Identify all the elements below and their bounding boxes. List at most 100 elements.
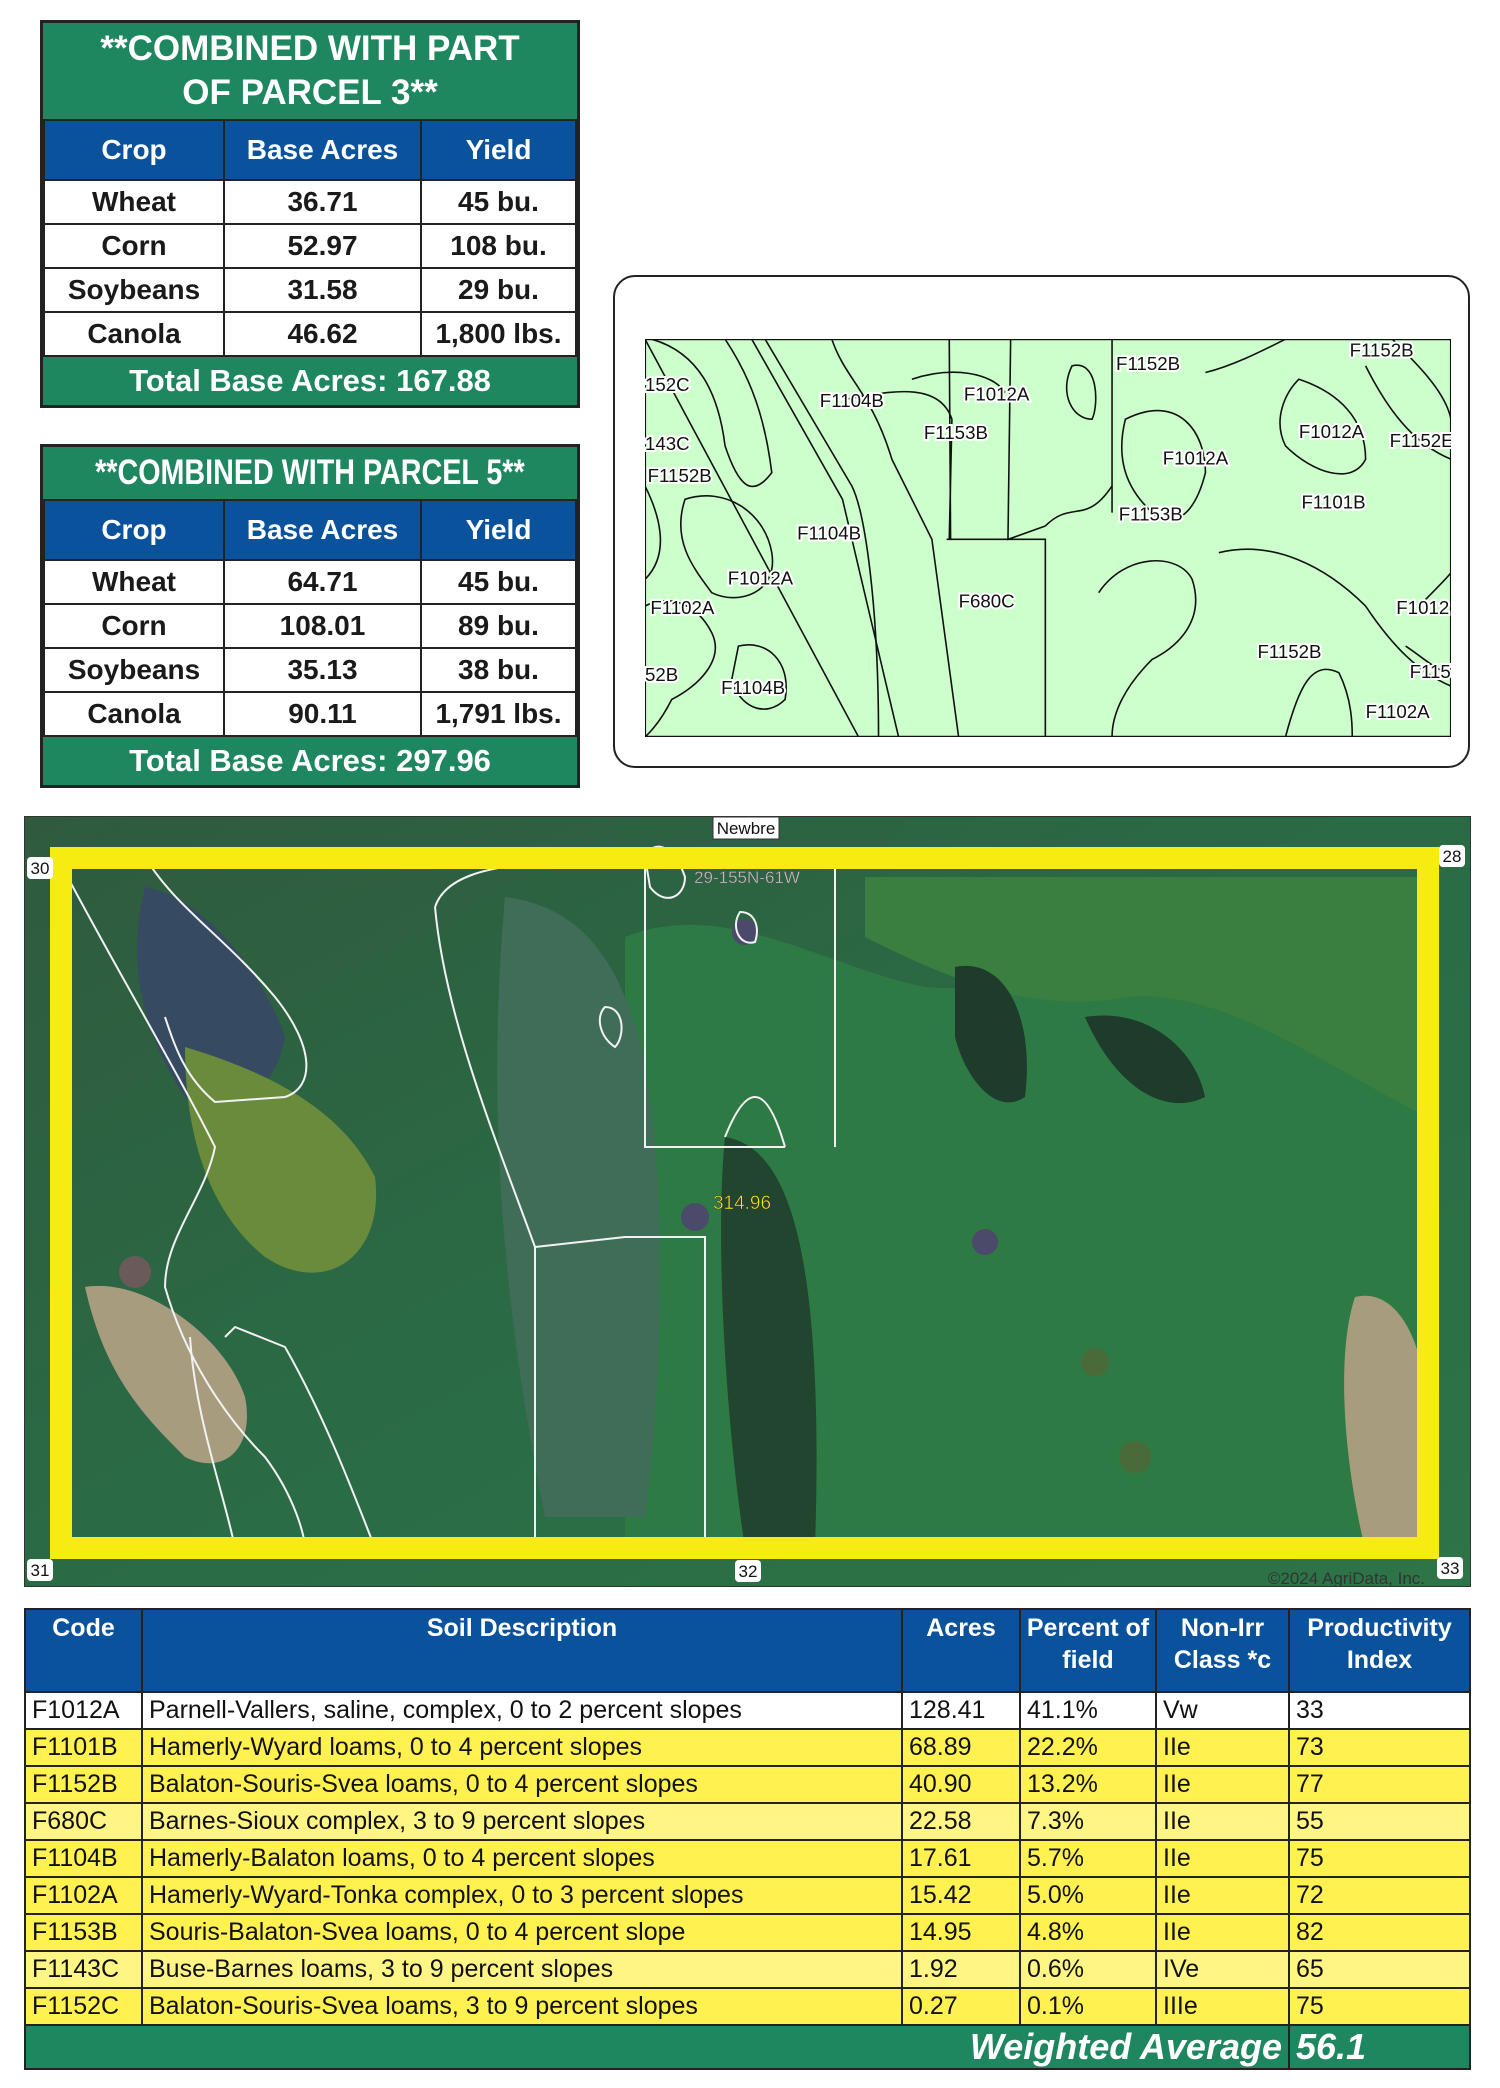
section-number: 32 xyxy=(739,1562,758,1581)
code-cell: F1152B xyxy=(24,1765,143,1804)
productivity-cell: 73 xyxy=(1288,1728,1471,1767)
header-productivity-index: Productivity Index xyxy=(1288,1608,1471,1693)
table-row: F1104B Hamerly-Balaton loams, 0 to 4 perc… xyxy=(24,1839,1471,1878)
soil-table: Code Soil Description Acres Percent of f… xyxy=(24,1608,1471,2070)
yield-cell: 1,791 lbs. xyxy=(420,691,577,737)
crop-cell: Soybeans xyxy=(43,267,225,313)
class-cell: IIe xyxy=(1155,1728,1290,1767)
header-row: Crop Base Acres Yield xyxy=(43,119,577,181)
header-non-irr-class: Non-Irr Class *c xyxy=(1155,1608,1290,1693)
section-label: 29-155N-61W xyxy=(694,868,800,887)
soil-unit-label: F1012A xyxy=(1299,421,1365,442)
soil-unit-label: F1153B xyxy=(1119,504,1183,525)
crop-cell: Corn xyxy=(43,603,225,649)
acres-cell: 0.27 xyxy=(901,1987,1021,2026)
soil-unit-label: F680C xyxy=(959,590,1015,611)
header-base-acres: Base Acres xyxy=(223,119,422,181)
code-cell: F1101B xyxy=(24,1728,143,1767)
header-percent-of-field: Percent of field xyxy=(1019,1608,1157,1693)
percent-cell: 7.3% xyxy=(1019,1802,1157,1841)
soil-map-area xyxy=(645,339,1451,737)
table-title: **COMBINED WITH PART OF PARCEL 3** xyxy=(43,23,577,119)
weighted-average-row: Weighted Average 56.1 xyxy=(24,2024,1471,2070)
description-cell: Hamerly-Wyard loams, 0 to 4 percent slop… xyxy=(141,1728,903,1767)
class-cell: IIe xyxy=(1155,1802,1290,1841)
total-base-acres: Total Base Acres: 167.88 xyxy=(43,357,577,405)
class-cell: Vw xyxy=(1155,1691,1290,1730)
yield-cell: 89 bu. xyxy=(420,603,577,649)
acres-cell: 46.62 xyxy=(223,311,422,357)
soil-unit-label: F1104B xyxy=(797,522,861,543)
section-number: 31 xyxy=(31,1561,50,1580)
soil-unit-label: F1104B xyxy=(721,677,785,698)
title-line-2: OF PARCEL 3** xyxy=(182,73,438,112)
acres-cell: 14.95 xyxy=(901,1913,1021,1952)
soil-unit-label: F115 xyxy=(1410,661,1451,682)
aerial-map: Newbre 29-155N-61W 314.96 30 28 31 32 33… xyxy=(24,816,1471,1587)
code-cell: F1012A xyxy=(24,1691,143,1730)
parcel-boundary xyxy=(50,847,1439,1559)
soil-unit-label: 52B xyxy=(645,664,678,685)
description-cell: Parnell-Vallers, saline, complex, 0 to 2… xyxy=(141,1691,903,1730)
class-cell: IIIe xyxy=(1155,1987,1290,2026)
productivity-cell: 72 xyxy=(1288,1876,1471,1915)
soil-unit-label: F1152B xyxy=(1116,353,1180,374)
soil-map: 152C F1104B F1012A F1152B F1152B 143C F1152B F1… xyxy=(613,275,1470,768)
description-cell: Souris-Balaton-Svea loams, 0 to 4 percen… xyxy=(141,1913,903,1952)
acres-cell: 52.97 xyxy=(223,223,422,269)
header-crop: Crop xyxy=(43,119,225,181)
header-yield: Yield xyxy=(420,499,577,561)
map-labels: Newbre 29-155N-61W 314.96 30 28 31 32 33… xyxy=(27,817,1465,1586)
table-title-text: **COMBINED WITH PARCEL 5** xyxy=(95,453,525,492)
table-row: F1102A Hamerly-Wyard-Tonka complex, 0 to … xyxy=(24,1876,1471,1915)
acres-cell: 40.90 xyxy=(901,1765,1021,1804)
terrain-features xyxy=(85,877,1428,1548)
title-line-1: **COMBINED WITH PART xyxy=(100,29,520,68)
field-boundaries xyxy=(64,845,836,1549)
table-row: Wheat 64.71 45 bu. xyxy=(43,559,577,605)
yield-cell: 1,800 lbs. xyxy=(420,311,577,357)
acres-cell: 17.61 xyxy=(901,1839,1021,1878)
acres-cell: 128.41 xyxy=(901,1691,1021,1730)
soil-unit-label: F1101B xyxy=(1302,492,1366,513)
class-cell: IIe xyxy=(1155,1839,1290,1878)
section-number: 28 xyxy=(1443,847,1462,866)
yield-cell: 45 bu. xyxy=(420,559,577,605)
table-row: Canola 90.11 1,791 lbs. xyxy=(43,691,577,737)
soil-map-drawing: 152C F1104B F1012A F1152B F1152B 143C F1152B F1… xyxy=(645,339,1451,737)
table-row: Corn 108.01 89 bu. xyxy=(43,603,577,649)
crop-cell: Canola xyxy=(43,311,225,357)
table-row: F1012A Parnell-Vallers, saline, complex, … xyxy=(24,1691,1471,1730)
weighted-average-label: Weighted Average xyxy=(24,2024,1290,2070)
acres-cell: 108.01 xyxy=(223,603,422,649)
table-row: F1152B Balaton-Souris-Svea loams, 0 to 4 … xyxy=(24,1765,1471,1804)
description-cell: Hamerly-Balaton loams, 0 to 4 percent sl… xyxy=(141,1839,903,1878)
table-row: Wheat 36.71 45 bu. xyxy=(43,179,577,225)
productivity-cell: 82 xyxy=(1288,1913,1471,1952)
acreage-label: 314.96 xyxy=(713,1193,771,1214)
soil-unit-label: F1012 xyxy=(1396,597,1449,618)
acres-cell: 22.58 xyxy=(901,1802,1021,1841)
table-row: Soybeans 31.58 29 bu. xyxy=(43,267,577,313)
table-row: Corn 52.97 108 bu. xyxy=(43,223,577,269)
soil-unit-label: F1104B xyxy=(820,390,884,411)
percent-cell: 13.2% xyxy=(1019,1765,1157,1804)
percent-cell: 4.8% xyxy=(1019,1913,1157,1952)
soil-unit-label: F1153B xyxy=(924,422,988,443)
parcel-3-base-acres-table: **COMBINED WITH PART OF PARCEL 3** Crop … xyxy=(40,20,580,408)
acres-cell: 64.71 xyxy=(223,559,422,605)
percent-cell: 22.2% xyxy=(1019,1728,1157,1767)
soil-unit-label: F1152B xyxy=(1258,641,1322,662)
total-base-acres: Total Base Acres: 297.96 xyxy=(43,737,577,785)
crop-cell: Soybeans xyxy=(43,647,225,693)
soil-unit-label: F1012A xyxy=(728,568,794,589)
code-cell: F1102A xyxy=(24,1876,143,1915)
soil-unit-label: F1152B xyxy=(648,465,712,486)
class-cell: IIe xyxy=(1155,1876,1290,1915)
description-cell: Hamerly-Wyard-Tonka complex, 0 to 3 perc… xyxy=(141,1876,903,1915)
header-row: Crop Base Acres Yield xyxy=(43,499,577,561)
header-code: Code xyxy=(24,1608,143,1693)
productivity-cell: 75 xyxy=(1288,1987,1471,2026)
soil-unit-label: F1012A xyxy=(1163,448,1229,469)
table-row: F680C Barnes-Sioux complex, 3 to 9 percen… xyxy=(24,1802,1471,1841)
